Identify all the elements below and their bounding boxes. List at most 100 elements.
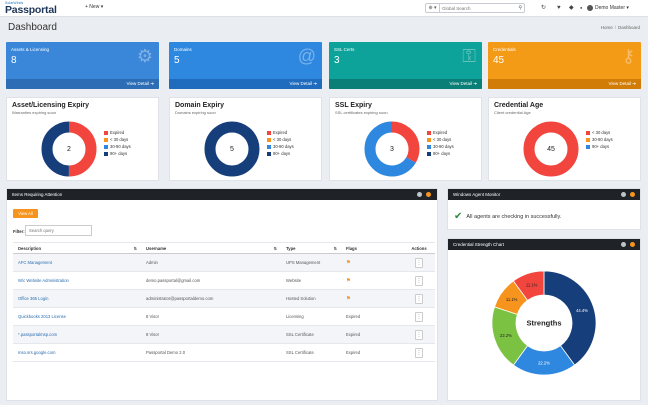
more-actions-icon[interactable]: ⋮ (415, 275, 423, 286)
tile-assets-licensing-icon: ⚙ (136, 46, 153, 66)
card-subtitle: Warranties expiring soon (12, 110, 57, 115)
strength-segment[interactable] (543, 270, 597, 366)
legend-item[interactable]: 30-90 days (104, 143, 131, 150)
row-description[interactable]: AFC Management (13, 253, 141, 272)
more-actions-icon[interactable]: ⋮ (415, 293, 423, 304)
breadcrumb-home[interactable]: Home (600, 25, 613, 30)
column-type[interactable]: Type ⇅ (281, 242, 341, 254)
legend-swatch (267, 144, 271, 149)
row-description[interactable]: mso.srs.google.com (13, 343, 141, 362)
legend-item[interactable]: 30-90 days (427, 143, 454, 150)
more-actions-icon[interactable]: ⋮ (415, 347, 423, 358)
close-button[interactable] (630, 242, 635, 247)
legend-swatch (427, 151, 431, 156)
column-username[interactable]: Username ⇅ (141, 242, 281, 254)
legend-swatch (586, 137, 590, 142)
donut-center-value: 5 (230, 146, 234, 153)
brand-logo[interactable]: SolarWinds Passportal (5, 1, 57, 15)
row-description[interactable]: Office 365 Login (13, 289, 141, 308)
panel-title: Items Requiring Attention (12, 192, 63, 197)
table-row[interactable]: W/c Website Administration demo.passporta… (13, 271, 435, 290)
column-actions: Actions (403, 242, 435, 254)
card-domains-expiry: Domain Expiry Domains expiring soon 5 Expir… (169, 97, 322, 181)
row-description[interactable]: *.passportalmsp.com (13, 325, 141, 344)
column-description[interactable]: Description ⇅ (13, 242, 141, 254)
legend-swatch (104, 137, 108, 142)
close-button[interactable] (630, 192, 635, 197)
legend-item[interactable]: 90+ days (427, 150, 454, 157)
table-row[interactable]: Quickbooks 2013 License 8 Visor Licensing E… (13, 307, 435, 326)
more-actions-icon[interactable]: ⋮ (415, 329, 423, 340)
tile-label: Credentials (493, 47, 516, 52)
legend-item[interactable]: 90+ days (267, 150, 294, 157)
card-credentials-expiry: Credential Age Client credential Age 45 < 3… (488, 97, 641, 181)
strength-value-label: 11.1% (526, 282, 538, 287)
tile-footer[interactable]: View Detail ➜ (6, 79, 159, 89)
table-row[interactable]: Office 365 Login administrator@passportal… (13, 289, 435, 308)
tile-assets-licensing: Assets & Licensing 8 ⚙ View Detail ➜ (6, 42, 159, 89)
donut-segment (364, 121, 420, 177)
table-row[interactable]: *.passportalmsp.com 8 Visor SSL Certificat… (13, 325, 435, 344)
card-subtitle: SSL certificates expiring soon (335, 110, 388, 115)
search-input[interactable] (442, 4, 512, 12)
table-row[interactable]: AFC Management Admin UPS Management ⚑ ⋮ (13, 253, 435, 272)
legend-swatch (104, 151, 108, 156)
tile-footer[interactable]: View Detail ➜ (488, 79, 641, 89)
legend-item[interactable]: 30-90 days (267, 143, 294, 150)
legend-item[interactable]: 90+ days (104, 150, 131, 157)
legend-item[interactable]: Expired (267, 129, 294, 136)
new-button[interactable]: + New ▾ (85, 4, 104, 10)
strength-segment[interactable] (512, 270, 545, 301)
chart-legend: Expired < 30 days 30-90 days 90+ days (267, 129, 294, 157)
alerts-icon[interactable]: ◆ (569, 5, 574, 11)
legend-item[interactable]: 30-90 days (586, 136, 613, 143)
favorites-icon[interactable]: ♥ (557, 5, 561, 11)
legend-item[interactable]: Expired (427, 129, 454, 136)
legend-item[interactable]: < 30 days (586, 129, 613, 136)
legend-label: 30-90 days (273, 144, 294, 149)
notifications-icon[interactable]: ● (580, 5, 583, 10)
view-detail-link[interactable]: View Detail ➜ (449, 81, 477, 86)
sort-icon[interactable]: ⇅ (333, 246, 337, 251)
row-description[interactable]: Quickbooks 2013 License (13, 307, 141, 326)
panel-title: Windows Agent Monitor (453, 192, 501, 197)
minimize-button[interactable] (621, 192, 626, 197)
donut-segment (204, 121, 260, 177)
minimize-button[interactable] (621, 242, 626, 247)
view-detail-link[interactable]: View Detail ➜ (126, 81, 154, 86)
tile-footer[interactable]: View Detail ➜ (169, 79, 322, 89)
globe-icon[interactable]: ⊕ ▾ (426, 4, 440, 12)
legend-item[interactable]: < 30 days (104, 136, 131, 143)
card-ssl-certs-expiry: SSL Expiry SSL certificates expiring soon… (329, 97, 482, 181)
user-name: Demo Master ▾ (595, 5, 629, 11)
tile-credentials-icon: ⚷ (621, 46, 635, 66)
row-username: demo.passportal@gmail.com (141, 271, 281, 290)
more-actions-icon[interactable]: ⋮ (415, 311, 423, 322)
close-button[interactable] (426, 192, 431, 197)
table-row[interactable]: mso.srs.google.com Passportal Demo 2.0 SSL… (13, 343, 435, 362)
legend-item[interactable]: < 30 days (267, 136, 294, 143)
tile-footer[interactable]: View Detail ➜ (329, 79, 482, 89)
minimize-button[interactable] (417, 192, 422, 197)
sort-icon[interactable]: ⇅ (133, 246, 137, 251)
tile-label: SSL Certs (334, 47, 355, 52)
user-menu[interactable]: Demo Master ▾ (587, 3, 629, 13)
search-icon[interactable]: ⚲ (518, 5, 522, 11)
view-detail-link[interactable]: View Detail ➜ (608, 81, 636, 86)
chart-legend: Expired < 30 days 30-90 days 90+ days (104, 129, 131, 157)
legend-item[interactable]: 90+ days (586, 143, 613, 150)
sort-icon[interactable]: ⇅ (273, 246, 277, 251)
legend-item[interactable]: Expired (104, 129, 131, 136)
filter-input[interactable] (25, 225, 92, 236)
legend-item[interactable]: < 30 days (427, 136, 454, 143)
breadcrumb-current: Dashboard (617, 25, 640, 30)
donut-segment (41, 121, 97, 177)
view-all-button[interactable]: View All (13, 209, 38, 218)
check-icon: ✔ (454, 211, 463, 222)
more-actions-icon[interactable]: ⋮ (415, 257, 423, 268)
tile-value: 45 (493, 55, 505, 66)
history-icon[interactable]: ↻ (541, 5, 547, 11)
view-detail-link[interactable]: View Detail ➜ (289, 81, 317, 86)
tile-label: Domains (174, 47, 192, 52)
row-description[interactable]: W/c Website Administration (13, 271, 141, 290)
